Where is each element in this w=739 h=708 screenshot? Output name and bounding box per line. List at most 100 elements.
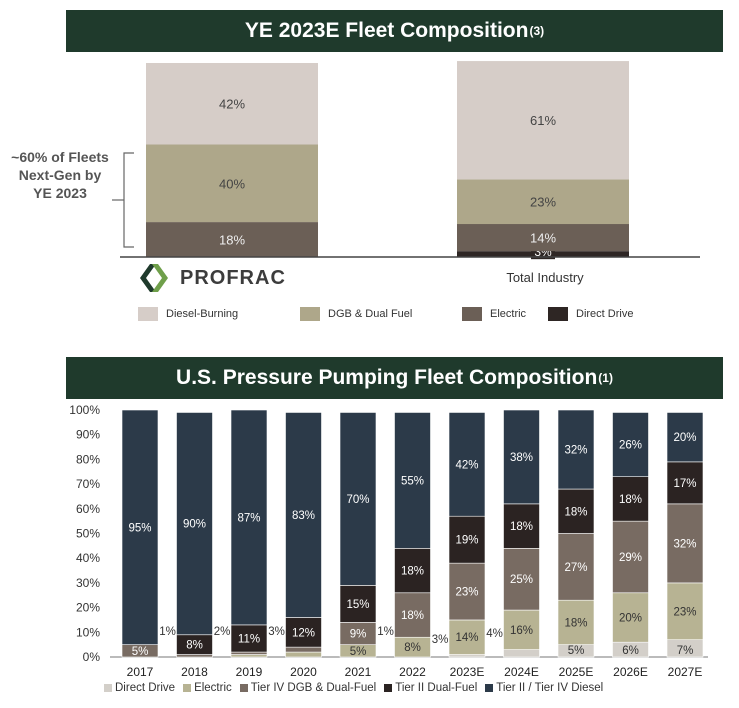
pumping-side-label: 1% [377, 626, 394, 638]
pumping-side-label: 7% [677, 645, 694, 657]
fleet-bar-label: 18% [219, 233, 245, 248]
legend-swatch [300, 307, 320, 321]
pumping-bar-segment [612, 520, 649, 594]
pumping-bar-label: 90% [183, 519, 206, 531]
y-tick-label: 20% [76, 601, 100, 615]
x-tick-label: 2024E [504, 665, 539, 679]
pumping-bar-segment [176, 654, 213, 658]
pumping-bar-label: 29% [619, 552, 642, 564]
pumping-bar-label: 18% [564, 617, 587, 629]
pumping-bar-label: 17% [673, 478, 696, 490]
next-gen-bracket [123, 152, 134, 248]
pumping-bar-segment [666, 503, 704, 584]
pumping-bar-segment [666, 412, 704, 463]
pumping-side-label: 3% [432, 634, 449, 646]
fleet-bar-segment [457, 224, 629, 252]
y-tick-label: 50% [76, 527, 100, 541]
pumping-bar-label: 32% [564, 445, 587, 457]
y-tick-label: 40% [76, 551, 100, 565]
legend-swatch [462, 307, 482, 321]
pumping-bar-label: 8% [186, 640, 203, 652]
legend-swatch [183, 684, 192, 692]
pressure-pumping-title: U.S. Pressure Pumping Fleet Composition [176, 366, 598, 389]
pumping-bar-label: 87% [237, 512, 260, 524]
pumping-bar-segment [285, 617, 322, 648]
pumping-bar-segment [503, 548, 540, 611]
profrac-logo-icon [140, 264, 168, 292]
pumping-bar-label: 26% [619, 440, 642, 452]
pumping-bar-label: 18% [564, 506, 587, 518]
pumping-bar-segment [503, 409, 540, 505]
fleet-bar-label: 42% [219, 97, 245, 112]
pumping-side-label: 4% [486, 628, 503, 640]
x-tick-label: 2026E [613, 665, 648, 679]
next-gen-callout: ~60% of Fleets Next-Gen by YE 2023 [11, 149, 109, 201]
pumping-bar-segment [230, 409, 268, 626]
y-tick-label: 80% [76, 452, 100, 466]
legend-label: Electric [194, 682, 232, 694]
pumping-bar-label: 11% [238, 633, 260, 645]
pumping-bar-segment [666, 582, 704, 641]
legend-swatch [239, 684, 248, 692]
legend-item: Tier II Dual-Fuel [384, 682, 477, 694]
x-tick-label: 2019 [236, 665, 263, 679]
fleet-bar-label: 14% [530, 231, 556, 246]
y-tick-label: 0% [83, 650, 101, 664]
pumping-bar-label: 14% [455, 632, 478, 644]
legend-swatch [104, 684, 112, 692]
pumping-bar-segment [557, 409, 595, 490]
pumping-bar-label: 12% [292, 627, 315, 639]
fleet-bar-label: 23% [530, 195, 556, 210]
pumping-bar-label: 16% [510, 625, 533, 637]
legend-item: Tier IV DGB & Dual-Fuel [239, 682, 376, 694]
top-chart-legend: Diesel-Burning DGB & Dual Fuel Electric Dir… [0, 307, 739, 325]
pumping-bar-segment [666, 461, 704, 505]
legend-item: Tier II / Tier IV Diesel [485, 682, 603, 694]
y-tick-label: 90% [76, 428, 100, 442]
pumping-bar-segment [557, 599, 595, 645]
y-tick-label: 10% [76, 625, 100, 639]
pumping-bar-label: 55% [401, 475, 424, 487]
pumping-bar-segment [339, 412, 377, 586]
total-industry-label: Total Industry [506, 270, 584, 285]
legend-item: Direct Drive [548, 307, 633, 321]
fleet-composition-title: YE 2023E Fleet Composition [244, 19, 529, 42]
fleet-bar-label: 40% [219, 176, 245, 191]
pumping-bar-label: 70% [346, 494, 369, 506]
pumping-bar-segment [557, 533, 595, 601]
x-tick-label: 2023E [450, 665, 485, 679]
pumping-bar-label: 18% [510, 521, 533, 533]
pumping-bar-segment [612, 592, 649, 643]
legend-item: Direct Drive [104, 682, 175, 694]
pumping-bar-label: 38% [510, 452, 533, 464]
pumping-bar-label: 42% [455, 459, 478, 471]
fleet-bar-segment [457, 179, 629, 225]
pumping-bar-segment [503, 503, 540, 549]
y-tick-label: 30% [76, 576, 100, 590]
x-tick-label: 2022 [399, 665, 426, 679]
pumping-side-label: 1% [159, 626, 176, 638]
pumping-side-label: 5% [568, 645, 585, 657]
fleet-bar-segment [146, 144, 318, 223]
legend-swatch [548, 307, 568, 321]
fleet-bar-label: 61% [530, 113, 556, 128]
pumping-bar-label: 23% [673, 606, 696, 618]
pumping-bar-segment [503, 609, 540, 650]
pumping-bar-segment [394, 592, 431, 638]
pumping-bar-label: 8% [404, 642, 421, 654]
y-tick-label: 60% [76, 502, 100, 516]
x-tick-label: 2021 [345, 665, 372, 679]
pumping-bar-label: 18% [401, 610, 424, 622]
pumping-bar-segment [394, 412, 431, 549]
legend-swatch [485, 684, 494, 692]
pumping-side-label: 6% [622, 645, 639, 657]
pumping-bar-segment [285, 651, 322, 658]
pumping-bar-segment [394, 548, 431, 594]
legend-swatch [384, 684, 393, 692]
pumping-bar-label: 19% [455, 535, 478, 547]
legend-item: Electric [462, 307, 526, 321]
legend-label: DGB & Dual Fuel [328, 308, 413, 320]
legend-label: Tier II Dual-Fuel [395, 682, 478, 694]
pumping-bar-segment [285, 646, 322, 653]
